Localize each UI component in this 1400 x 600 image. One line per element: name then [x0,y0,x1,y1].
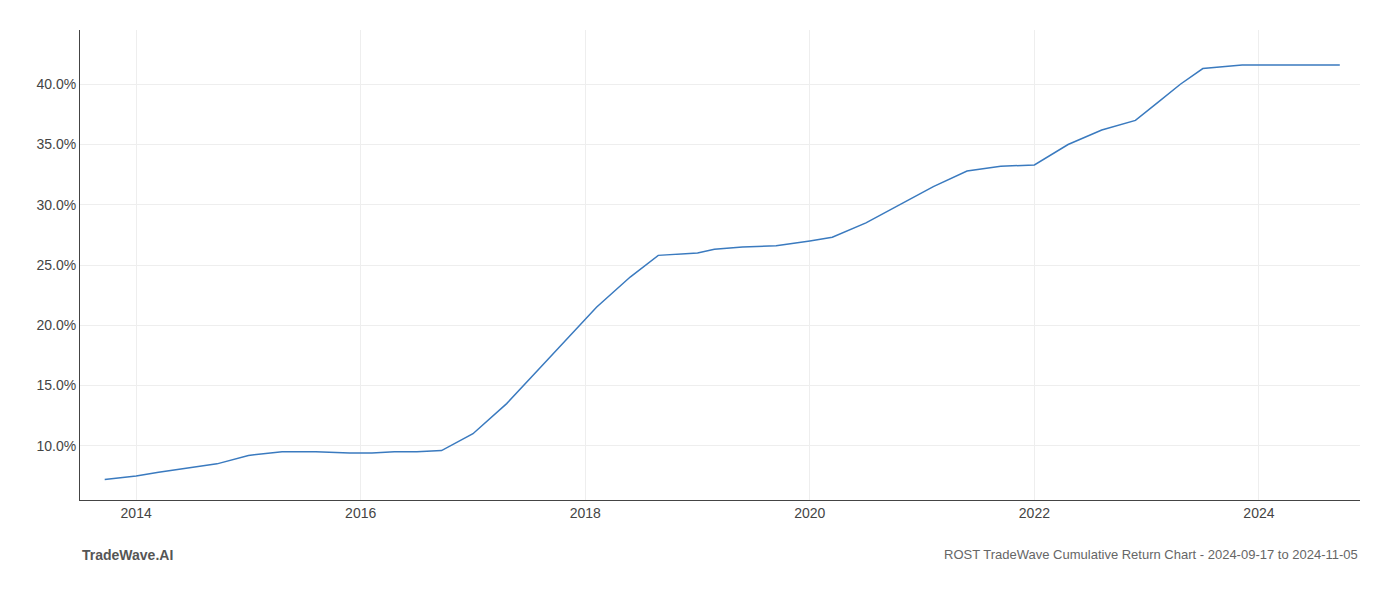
svg-text:40.0%: 40.0% [36,76,76,92]
svg-text:20.0%: 20.0% [36,317,76,333]
svg-text:2014: 2014 [121,505,152,521]
svg-text:2022: 2022 [1019,505,1050,521]
svg-text:TradeWave.AI: TradeWave.AI [82,547,173,563]
svg-text:2018: 2018 [570,505,601,521]
svg-text:25.0%: 25.0% [36,257,76,273]
svg-text:10.0%: 10.0% [36,438,76,454]
svg-text:35.0%: 35.0% [36,136,76,152]
svg-text:15.0%: 15.0% [36,377,76,393]
svg-text:30.0%: 30.0% [36,197,76,213]
svg-text:2020: 2020 [794,505,825,521]
svg-text:2016: 2016 [345,505,376,521]
svg-text:ROST TradeWave Cumulative Retu: ROST TradeWave Cumulative Return Chart -… [944,547,1358,562]
svg-text:2024: 2024 [1243,505,1274,521]
